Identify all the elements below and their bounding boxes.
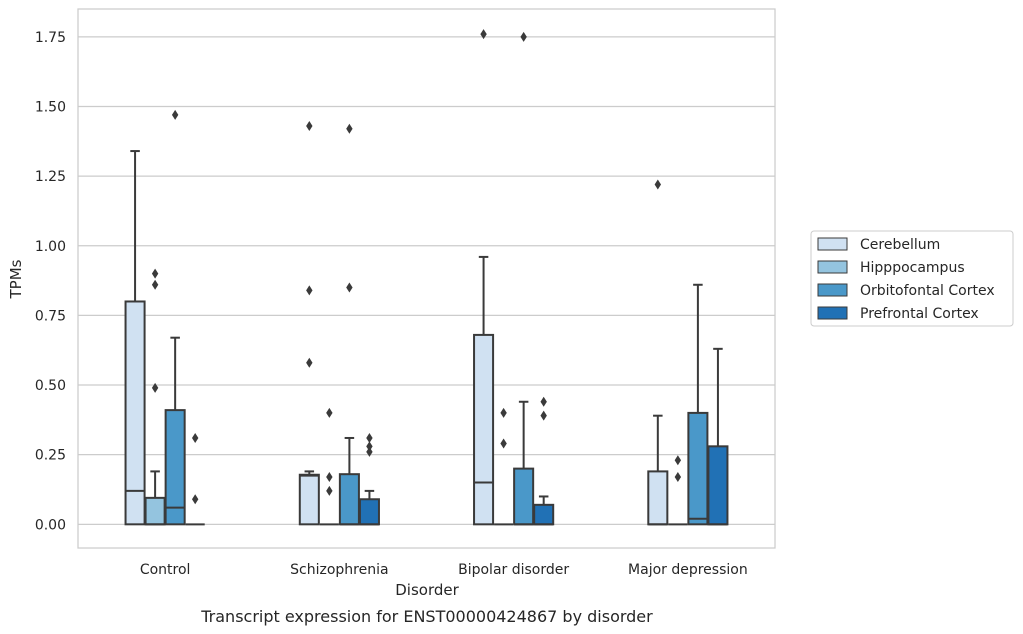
outlier-point	[500, 407, 507, 418]
y-tick-label: 1.25	[35, 169, 66, 185]
y-tick-label: 1.50	[35, 99, 66, 115]
box-body	[533, 503, 555, 526]
outlier-point	[520, 31, 527, 42]
box	[513, 31, 535, 526]
box-plots	[124, 29, 729, 526]
box	[707, 347, 729, 526]
y-tick-label: 0.25	[35, 448, 66, 464]
box	[533, 396, 555, 526]
outlier-point	[500, 438, 507, 449]
outlier-point	[674, 455, 682, 466]
box	[144, 268, 166, 526]
box	[687, 283, 709, 526]
box-body	[707, 445, 729, 526]
box-body	[358, 498, 380, 526]
x-tick-label: Major depression	[628, 562, 748, 578]
legend-swatch	[817, 283, 848, 297]
y-axis-ticks: 0.00 0.25 0.50 0.75 1.00 1.25 1.50 1.75	[35, 30, 66, 533]
box	[338, 123, 360, 526]
x-tick-label: Schizophrenia	[290, 562, 388, 578]
outlier-point	[191, 494, 199, 505]
legend-label: Cerebellum	[860, 237, 940, 253]
box	[494, 407, 514, 526]
box-body	[338, 473, 360, 526]
y-tick-label: 0.50	[35, 378, 66, 394]
y-axis-label: TPMs	[7, 259, 25, 299]
outlier-point	[346, 282, 353, 293]
legend-label: Orbitofontal Cortex	[860, 283, 995, 299]
outlier-point	[151, 279, 159, 290]
outlier-point	[191, 432, 199, 443]
y-tick-label: 1.75	[35, 30, 66, 46]
box	[473, 29, 495, 526]
outlier-point	[366, 432, 373, 443]
box	[319, 407, 339, 526]
legend-swatch	[817, 260, 848, 274]
box	[647, 179, 669, 526]
x-axis-label: Disorder	[395, 581, 459, 599]
outlier-point	[366, 446, 373, 457]
legend: Cerebellum Hipppocampus Orbitofontal Corte…	[810, 230, 1014, 327]
chart-caption: Transcript expression for ENST0000042486…	[200, 607, 653, 626]
box	[298, 120, 320, 526]
y-tick-label: 0.00	[35, 517, 66, 533]
outlier-point	[306, 120, 313, 131]
box	[124, 150, 146, 526]
outlier-point	[346, 123, 353, 134]
outlier-point	[480, 29, 487, 40]
outlier-point	[540, 410, 547, 421]
box-body	[144, 496, 166, 526]
outlier-point	[654, 179, 662, 190]
outlier-point	[540, 396, 547, 407]
outlier-point	[326, 407, 333, 418]
box	[185, 432, 205, 526]
box	[358, 432, 380, 526]
outlier-point	[151, 382, 159, 393]
y-tick-label: 0.75	[35, 308, 66, 324]
box	[164, 109, 186, 526]
outlier-point	[151, 268, 159, 279]
legend-frame	[810, 230, 1014, 327]
x-axis-ticks: Control Schizophrenia Bipolar disorder Majo…	[140, 562, 748, 578]
outlier-point	[326, 471, 333, 482]
legend-label: Prefrontal Cortex	[860, 306, 979, 322]
legend-swatch	[817, 237, 848, 251]
outlier-point	[674, 471, 682, 482]
outlier-point	[326, 485, 333, 496]
outlier-point	[306, 285, 313, 296]
outlier-point	[366, 441, 373, 452]
box-body	[647, 470, 669, 526]
box-body	[513, 467, 535, 526]
outlier-point	[171, 109, 179, 120]
y-tick-label: 1.00	[35, 239, 66, 255]
box-body	[687, 411, 709, 526]
legend-label: Hipppocampus	[860, 260, 965, 276]
plot-area-frame	[77, 8, 776, 549]
outlier-point	[306, 357, 313, 368]
box-body	[473, 333, 495, 526]
x-tick-label: Control	[140, 562, 191, 578]
box	[668, 455, 688, 526]
x-tick-label: Bipolar disorder	[458, 562, 569, 578]
box-body	[298, 473, 320, 526]
box-body	[164, 409, 186, 526]
legend-swatch	[817, 306, 848, 320]
box-body	[124, 300, 146, 526]
